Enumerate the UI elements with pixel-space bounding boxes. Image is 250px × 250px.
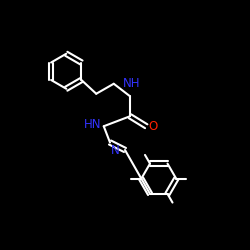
Text: O: O — [149, 120, 158, 133]
Text: NH: NH — [122, 77, 140, 90]
Text: HN: HN — [84, 118, 101, 132]
Text: N: N — [111, 144, 120, 157]
